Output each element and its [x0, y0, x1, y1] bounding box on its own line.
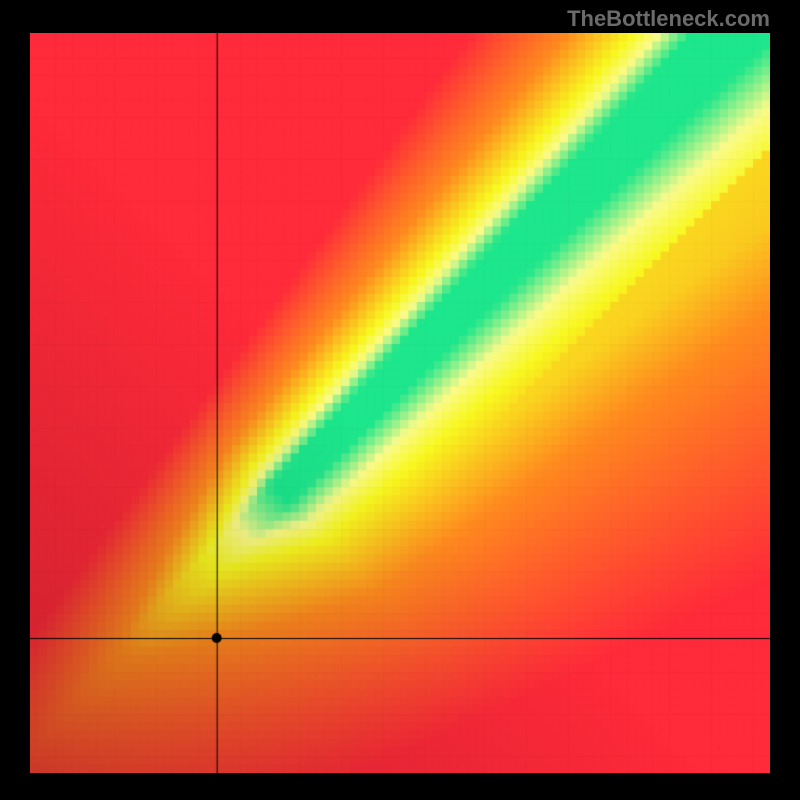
plot-area	[30, 33, 770, 773]
heatmap-canvas	[30, 33, 770, 773]
watermark-text: TheBottleneck.com	[567, 6, 770, 32]
chart-container: TheBottleneck.com	[0, 0, 800, 800]
